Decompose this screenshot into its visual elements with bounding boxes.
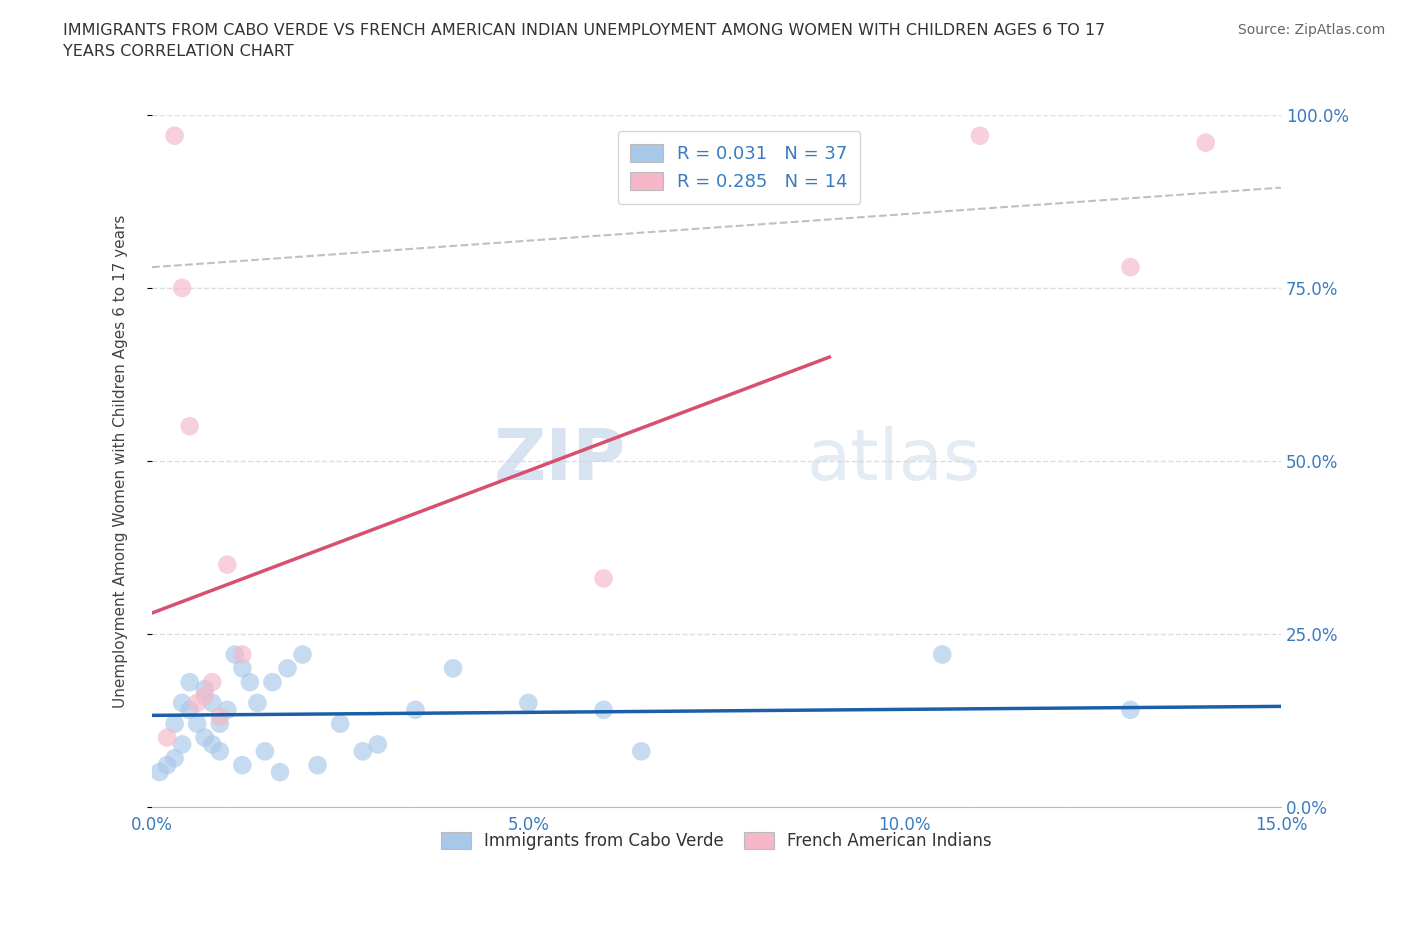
Point xyxy=(163,128,186,143)
Legend: Immigrants from Cabo Verde, French American Indians: Immigrants from Cabo Verde, French Ameri… xyxy=(434,826,998,857)
Text: ZIP: ZIP xyxy=(494,426,626,496)
Point xyxy=(186,716,208,731)
Point xyxy=(179,418,201,433)
Point xyxy=(208,710,231,724)
Text: IMMIGRANTS FROM CABO VERDE VS FRENCH AMERICAN INDIAN UNEMPLOYMENT AMONG WOMEN WI: IMMIGRANTS FROM CABO VERDE VS FRENCH AME… xyxy=(63,23,1105,60)
Point xyxy=(231,661,253,676)
Point xyxy=(231,758,253,773)
Point xyxy=(179,702,201,717)
Point xyxy=(630,744,652,759)
Point xyxy=(262,675,284,690)
Point xyxy=(253,744,276,759)
Point xyxy=(156,758,179,773)
Point xyxy=(592,571,614,586)
Point xyxy=(246,696,269,711)
Point xyxy=(592,702,614,717)
Point xyxy=(194,730,217,745)
Point xyxy=(441,661,464,676)
Point xyxy=(163,751,186,765)
Text: atlas: atlas xyxy=(807,426,981,496)
Point xyxy=(276,661,298,676)
Point xyxy=(231,647,253,662)
Point xyxy=(404,702,426,717)
Point xyxy=(194,682,217,697)
Point xyxy=(208,716,231,731)
Point xyxy=(186,696,208,711)
Point xyxy=(291,647,314,662)
Point xyxy=(194,688,217,703)
Point xyxy=(156,730,179,745)
Point xyxy=(307,758,329,773)
Point xyxy=(172,696,194,711)
Point xyxy=(1195,135,1218,150)
Point xyxy=(163,716,186,731)
Point xyxy=(969,128,991,143)
Point xyxy=(224,647,246,662)
Point xyxy=(352,744,374,759)
Point xyxy=(201,696,224,711)
Point xyxy=(517,696,540,711)
Point xyxy=(208,744,231,759)
Point xyxy=(1119,702,1142,717)
Y-axis label: Unemployment Among Women with Children Ages 6 to 17 years: Unemployment Among Women with Children A… xyxy=(114,214,128,708)
Point xyxy=(239,675,262,690)
Point xyxy=(201,737,224,751)
Point xyxy=(367,737,389,751)
Point xyxy=(931,647,953,662)
Point xyxy=(269,764,291,779)
Point xyxy=(217,557,239,572)
Point xyxy=(148,764,170,779)
Point xyxy=(201,675,224,690)
Point xyxy=(329,716,352,731)
Text: Source: ZipAtlas.com: Source: ZipAtlas.com xyxy=(1237,23,1385,37)
Point xyxy=(217,702,239,717)
Point xyxy=(172,281,194,296)
Point xyxy=(179,675,201,690)
Point xyxy=(1119,259,1142,274)
Point xyxy=(172,737,194,751)
